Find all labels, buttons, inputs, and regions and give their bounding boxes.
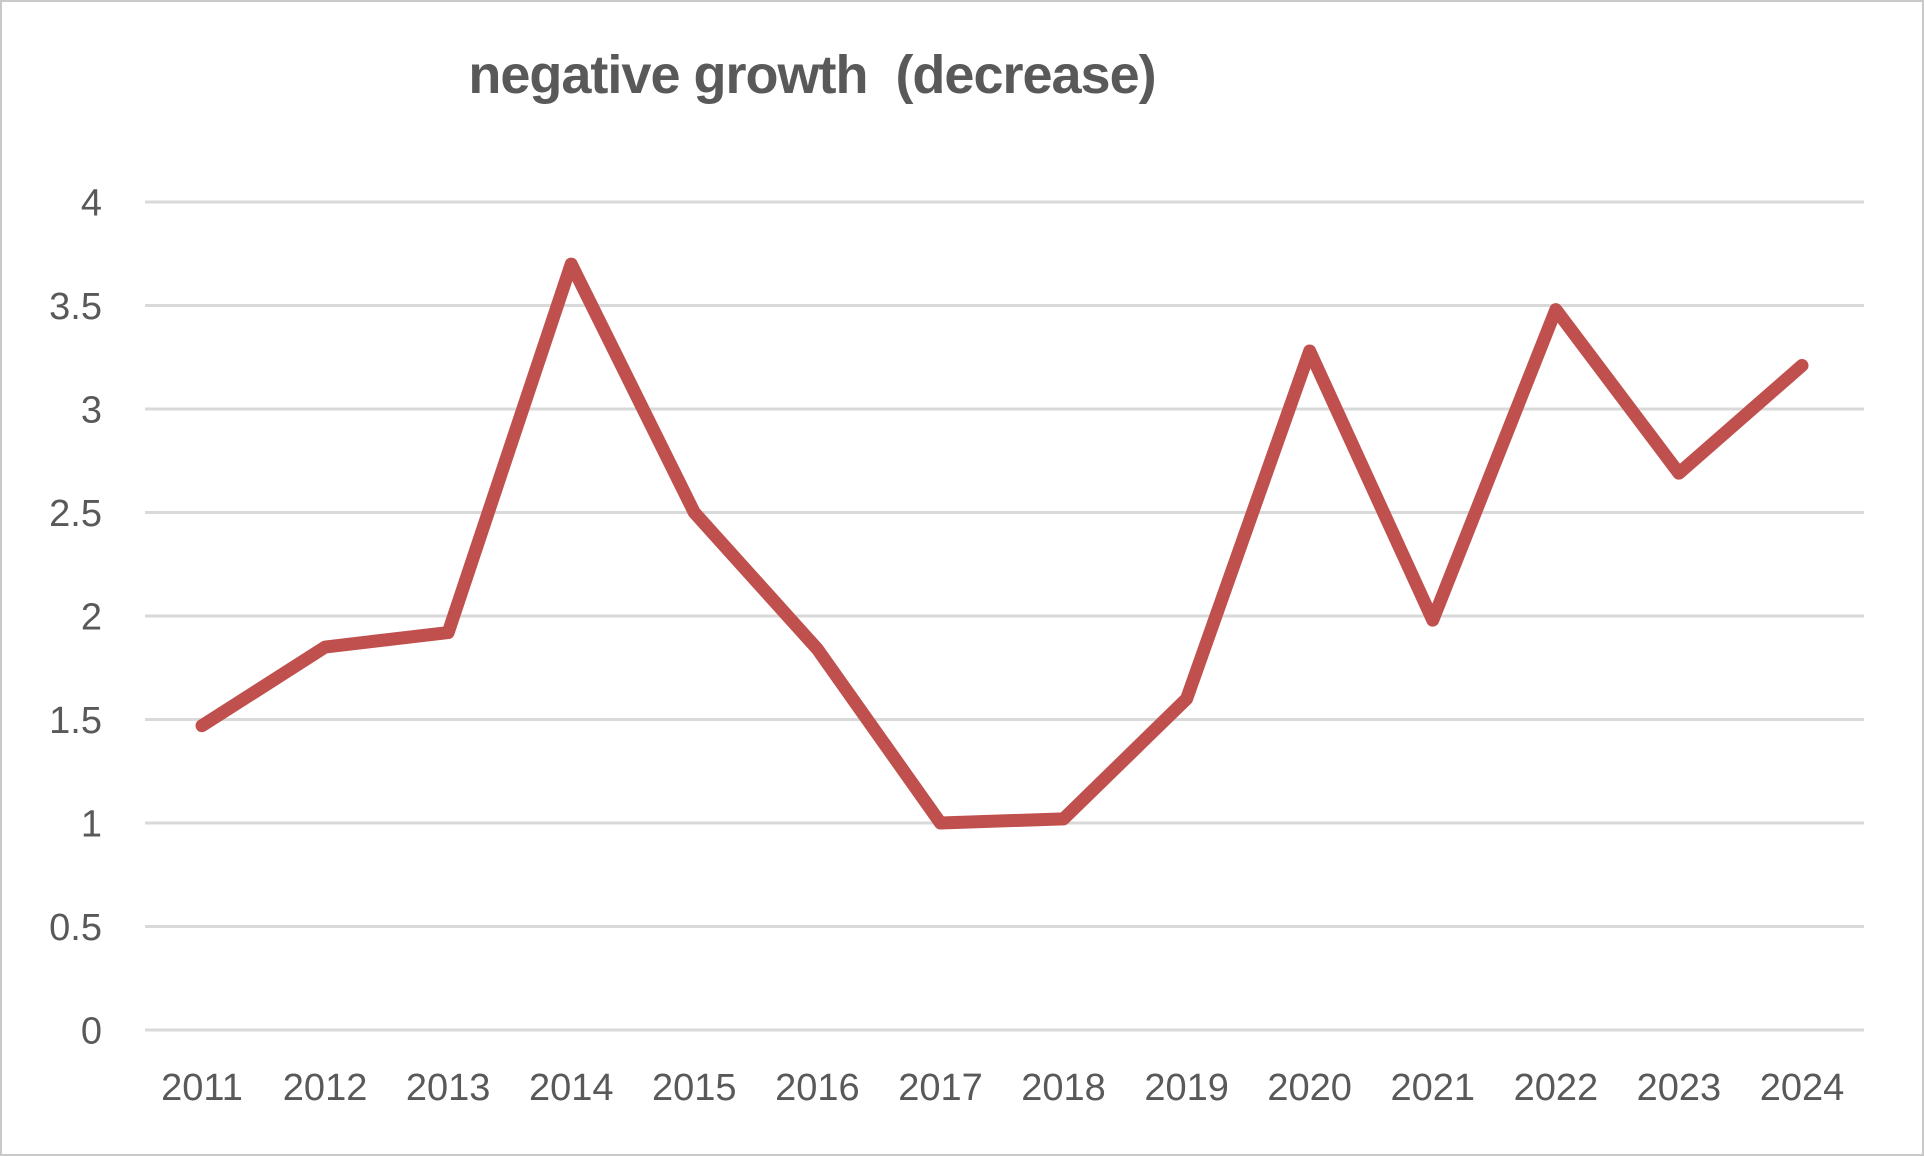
x-axis-label: 2023: [1637, 1067, 1722, 1109]
y-tick-label: 0: [81, 1010, 102, 1052]
y-tick-label: 1: [81, 803, 102, 845]
chart-title: negative growth (decrease): [468, 45, 1156, 105]
x-axis-label: 2017: [898, 1067, 983, 1109]
x-axis-label: 2022: [1514, 1067, 1599, 1109]
y-tick-label: 1.5: [49, 700, 102, 742]
series-line: [195, 257, 1809, 830]
x-axis-label: 2020: [1267, 1067, 1352, 1109]
y-tick-label: 3.5: [49, 286, 102, 328]
x-axis-label: 2018: [1021, 1067, 1106, 1109]
y-tick-label: 2: [81, 596, 102, 638]
x-axis-label: 2011: [161, 1067, 243, 1109]
x-axis-label: 2019: [1144, 1067, 1229, 1109]
x-axis-label: 2012: [283, 1067, 368, 1109]
x-axis-label: 2015: [652, 1067, 737, 1109]
y-tick-label: 0.5: [49, 907, 102, 949]
y-tick-label: 4: [81, 182, 102, 224]
y-tick-label: 2.5: [49, 493, 102, 535]
x-axis-label: 2014: [529, 1067, 614, 1109]
x-axis-label: 2021: [1390, 1067, 1475, 1109]
x-axis-label: 2016: [775, 1067, 860, 1109]
y-tick-label: 3: [81, 389, 102, 431]
x-axis-label: 2024: [1760, 1067, 1845, 1109]
x-axis-label: 2013: [406, 1067, 491, 1109]
